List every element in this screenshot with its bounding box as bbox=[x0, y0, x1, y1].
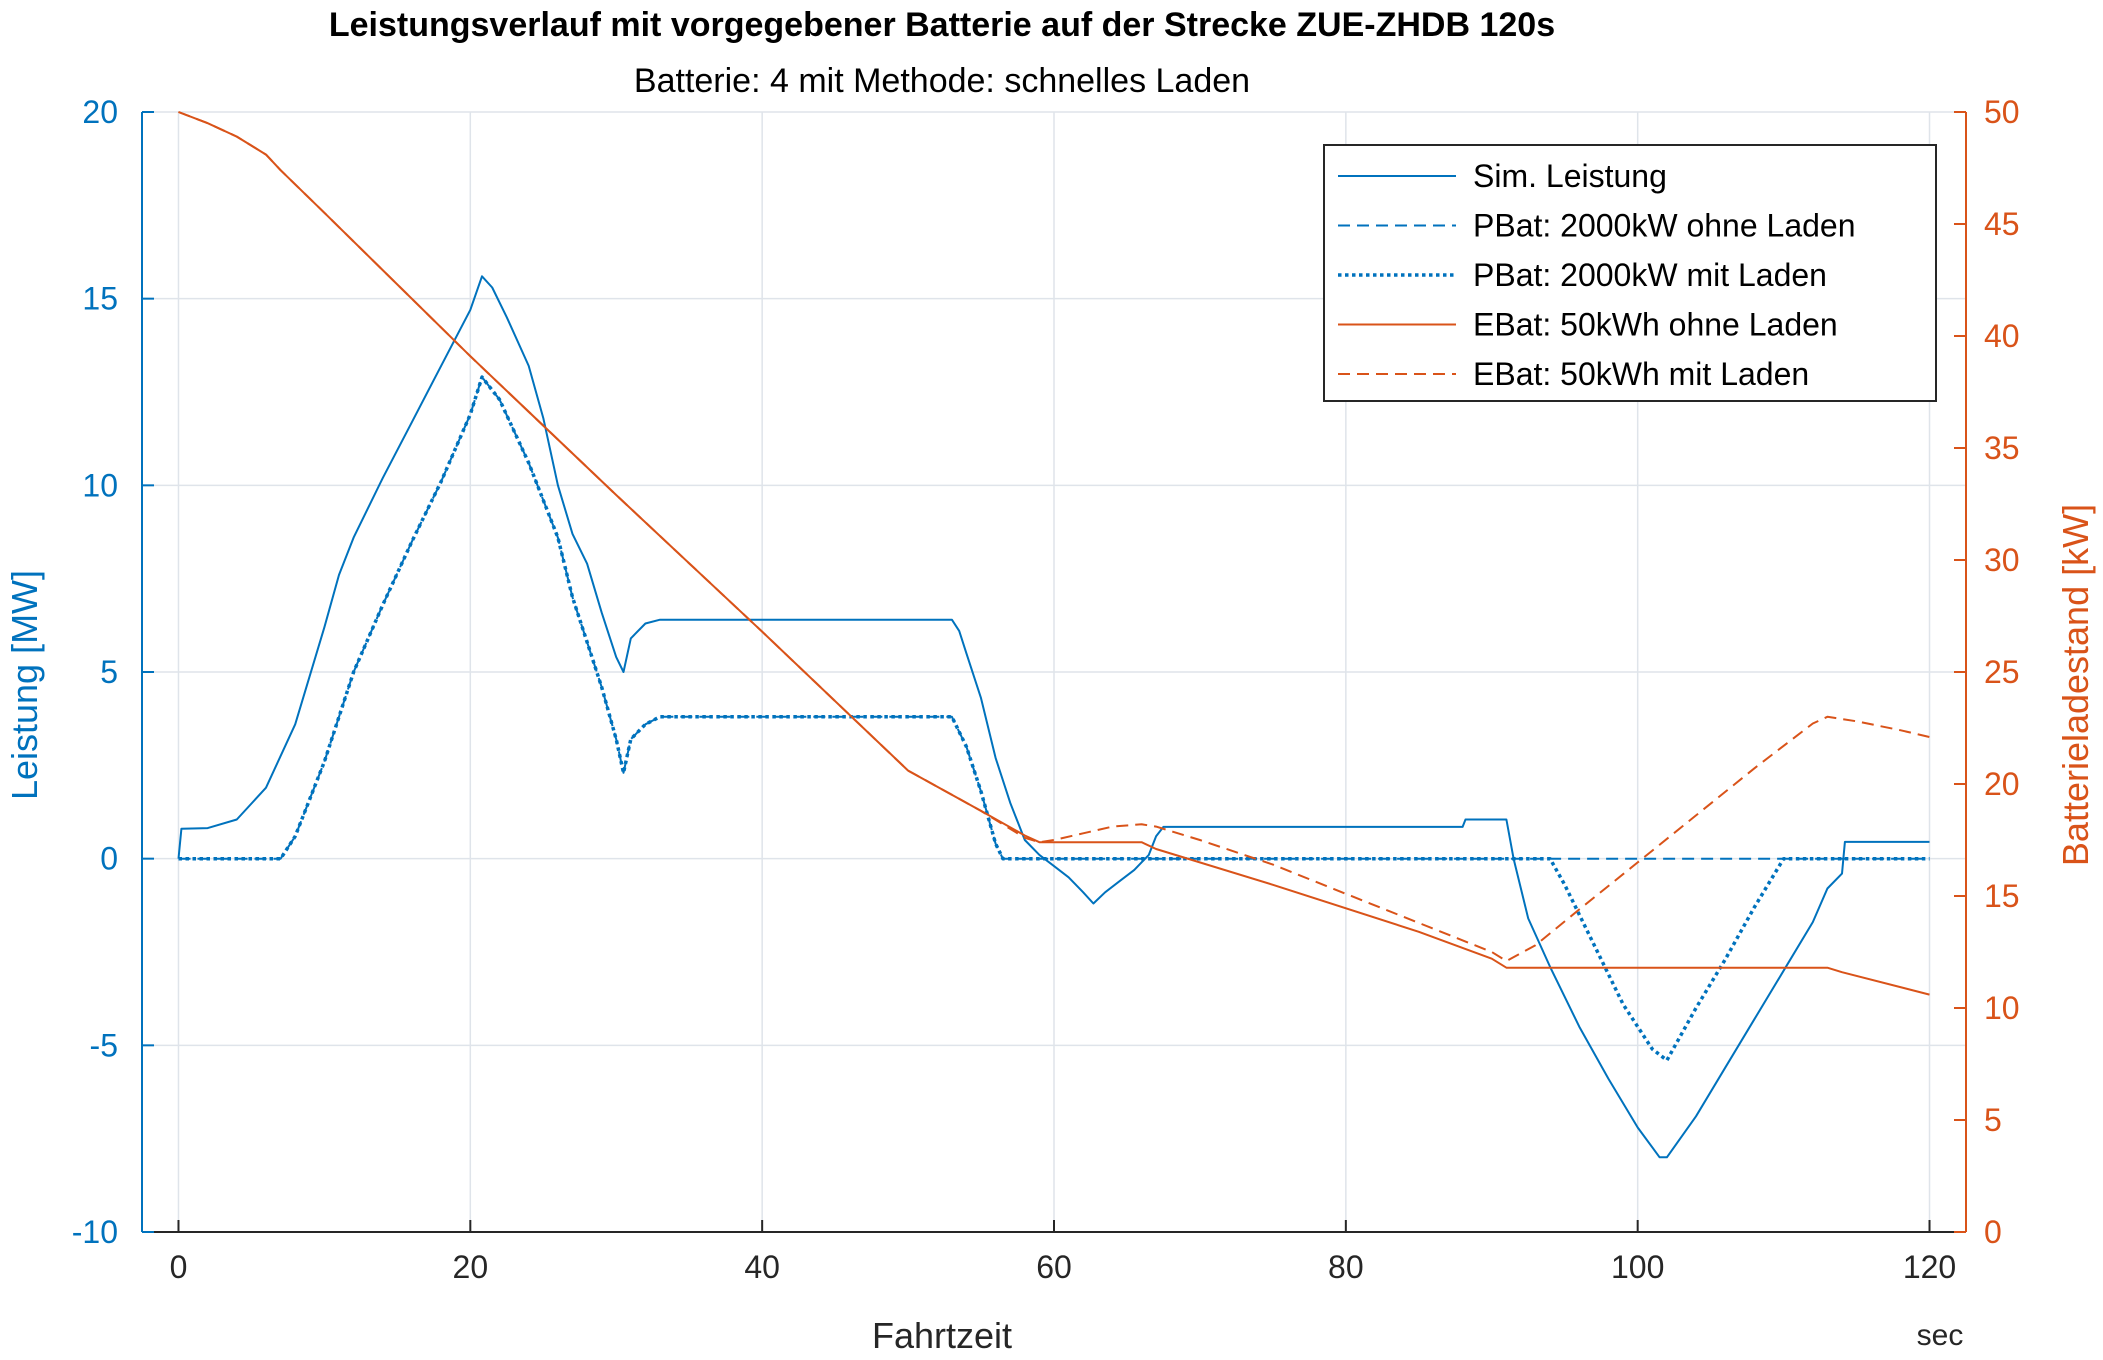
y-left-tick-label: 0 bbox=[100, 841, 118, 877]
y-right-tick-label: 35 bbox=[1984, 430, 2020, 466]
series-line-4 bbox=[178, 111, 1930, 996]
legend-label-4: EBat: 50kWh ohne Laden bbox=[1473, 307, 1838, 343]
y-left-tick-label: 15 bbox=[82, 281, 118, 317]
chart-subtitle: Batterie: 4 mit Methode: schnelles Laden bbox=[634, 62, 1250, 100]
x-tick-label: 100 bbox=[1611, 1249, 1664, 1285]
x-axis-label: Fahrtzeit bbox=[872, 1315, 1012, 1355]
legend-items: Sim. Leistung PBat: 2000kW ohne Laden PBat… bbox=[1338, 158, 1856, 392]
x-tick-label: 60 bbox=[1036, 1249, 1072, 1285]
y-right-tick-label: 20 bbox=[1984, 766, 2020, 802]
axes-layer: 0 20 40 60 80 100 120 -10 -5 0 5 10 15 20 0 5 10 15 20 25 30… bbox=[72, 94, 2020, 1285]
x-tick-label: 80 bbox=[1328, 1249, 1364, 1285]
y-left-tick-label: -5 bbox=[90, 1027, 118, 1063]
legend-label-1: Sim. Leistung bbox=[1473, 158, 1667, 194]
y-right-tick-label: 10 bbox=[1984, 990, 2020, 1026]
y-left-tick-label: -10 bbox=[72, 1214, 118, 1250]
y-right-tick-label: 50 bbox=[1984, 94, 2020, 130]
y-left-tick-label: 5 bbox=[100, 654, 118, 690]
series-line-2 bbox=[178, 376, 1930, 860]
legend-label-5: EBat: 50kWh mit Laden bbox=[1473, 356, 1809, 392]
series-line-3 bbox=[178, 375, 1930, 1063]
chart-title: Leistungsverlauf mit vorgegebener Batter… bbox=[329, 6, 1555, 44]
y-right-tick-label: 30 bbox=[1984, 542, 2020, 578]
y-right-tick-label: 40 bbox=[1984, 318, 2020, 354]
legend-box bbox=[1323, 144, 1937, 402]
y-right-tick-label: 45 bbox=[1984, 206, 2020, 242]
series-line-5 bbox=[178, 111, 1930, 962]
y-right-tick-label: 15 bbox=[1984, 878, 2020, 914]
y-right-tick-label: 0 bbox=[1984, 1214, 2002, 1250]
x-axis-unit: sec bbox=[1917, 1319, 1964, 1352]
x-tick-label: 20 bbox=[453, 1249, 489, 1285]
legend: Sim. Leistung PBat: 2000kW ohne Laden PBat… bbox=[1323, 144, 1937, 402]
y-left-tick-label: 10 bbox=[82, 467, 118, 503]
x-tick-label: 120 bbox=[1903, 1249, 1956, 1285]
y-axis-right-label: Batterieladestand [kW] bbox=[2055, 504, 2096, 866]
legend-label-3: PBat: 2000kW mit Laden bbox=[1473, 257, 1827, 293]
legend-label-2: PBat: 2000kW ohne Laden bbox=[1473, 208, 1856, 244]
x-tick-label: 40 bbox=[744, 1249, 780, 1285]
y-right-tick-label: 25 bbox=[1984, 654, 2020, 690]
y-left-tick-label: 20 bbox=[82, 94, 118, 130]
series-line-1 bbox=[177, 275, 1930, 1159]
plot-layer bbox=[177, 111, 1930, 1159]
x-tick-label: 0 bbox=[170, 1249, 188, 1285]
y-axis-left-label: Leistung [MW] bbox=[4, 570, 45, 800]
y-right-tick-label: 5 bbox=[1984, 1102, 2002, 1138]
